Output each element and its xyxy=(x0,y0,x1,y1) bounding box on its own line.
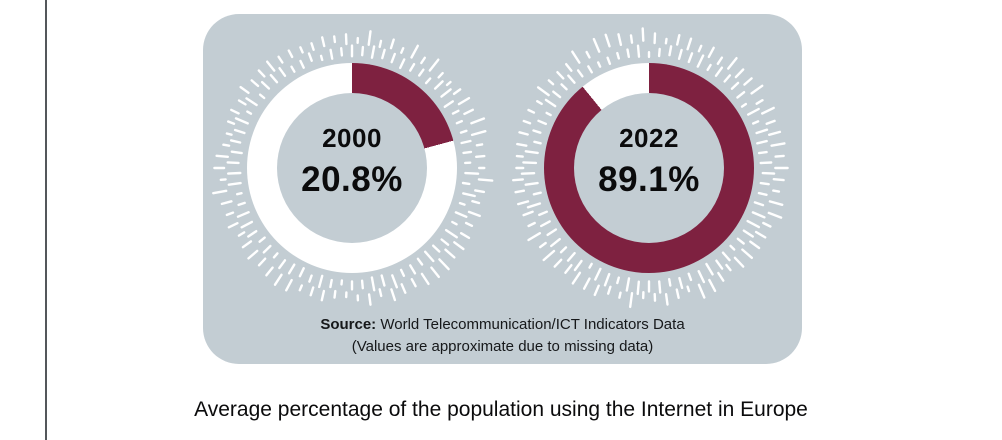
donut-hole-2000: 2000 20.8% xyxy=(277,93,427,243)
sunburst-ticks-icon xyxy=(212,30,494,306)
value-label: 89.1% xyxy=(598,159,700,199)
donut-text-stack: 2000 20.8% xyxy=(301,124,403,199)
donut-chart-2000: 2000 20.8% xyxy=(202,18,502,318)
donut-text-stack: 2022 89.1% xyxy=(598,124,700,199)
left-border-line xyxy=(45,0,47,440)
donut-chart-2022: 2022 89.1% xyxy=(499,18,799,318)
chart-title: Average percentage of the population usi… xyxy=(194,398,808,421)
sunburst-ticks-icon xyxy=(511,27,789,309)
donut-ring-2000: 2000 20.8% xyxy=(247,63,457,273)
source-text: World Telecommunication/ICT Indicators D… xyxy=(380,316,685,333)
year-label: 2000 xyxy=(322,122,382,153)
donut-hole-2022: 2022 89.1% xyxy=(574,93,724,243)
source-disclaimer: (Values are approximate due to missing d… xyxy=(351,338,654,355)
source-note: Source: World Telecommunication/ICT Indi… xyxy=(203,314,802,358)
source-prefix: Source: xyxy=(320,316,377,333)
source-line: Source: World Telecommunication/ICT Indi… xyxy=(203,314,802,336)
infographic-card: 2000 20.8% 2022 89.1% Source: World Tele… xyxy=(203,14,802,364)
year-label: 2022 xyxy=(619,122,679,153)
value-label: 20.8% xyxy=(301,159,403,199)
donut-ring-2022: 2022 89.1% xyxy=(544,63,754,273)
